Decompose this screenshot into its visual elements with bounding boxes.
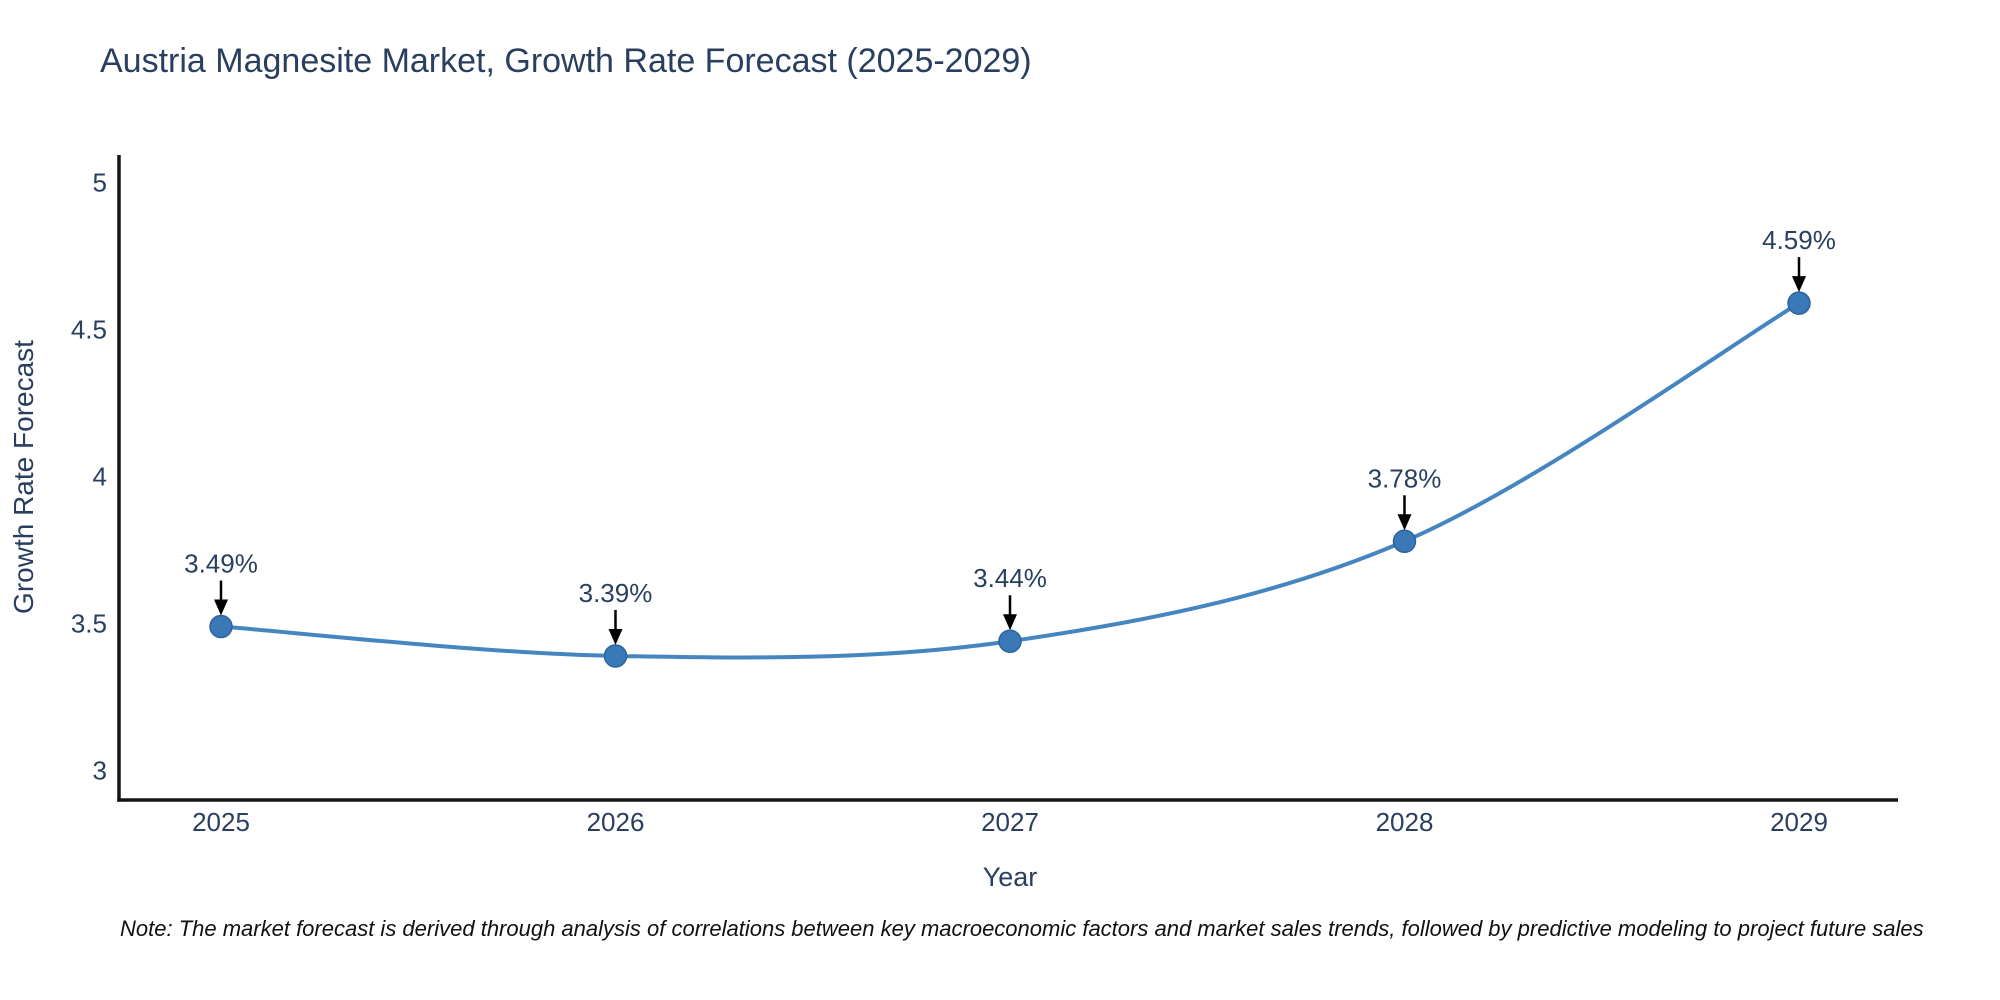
x-tick-label: 2027: [981, 807, 1039, 837]
annotation-arrowhead: [1792, 276, 1806, 293]
x-tick-label: 2029: [1770, 807, 1828, 837]
data-point-marker[interactable]: [1787, 291, 1811, 315]
y-axis-title: Growth Rate Forecast: [8, 340, 39, 614]
annotation-label: 3.44%: [973, 563, 1047, 593]
data-point-marker[interactable]: [1392, 529, 1417, 554]
y-tick-label: 3.5: [71, 609, 107, 639]
footnote: Note: The market forecast is derived thr…: [120, 916, 1924, 941]
x-axis-title: Year: [982, 862, 1038, 892]
y-tick-label: 4: [93, 462, 107, 492]
x-tick-label: 2025: [192, 807, 250, 837]
annotation-label: 4.59%: [1762, 225, 1836, 255]
annotation-label: 3.39%: [579, 578, 653, 608]
annotation-arrowhead: [1003, 614, 1017, 631]
y-tick-label: 4.5: [71, 315, 107, 345]
x-tick-label: 2026: [587, 807, 645, 837]
data-point-marker[interactable]: [209, 614, 233, 639]
y-tick-label: 5: [93, 168, 107, 198]
annotation-arrowhead: [608, 628, 623, 645]
annotation-arrowhead: [214, 599, 228, 616]
data-point-marker[interactable]: [603, 644, 628, 668]
data-point-marker[interactable]: [998, 629, 1022, 653]
annotation-arrowhead: [1397, 514, 1412, 531]
annotation-label: 3.78%: [1368, 463, 1442, 493]
x-tick-label: 2028: [1376, 807, 1434, 837]
chart-title: Austria Magnesite Market, Growth Rate Fo…: [100, 42, 1032, 80]
y-tick-label: 3: [93, 756, 107, 786]
annotation-label: 3.49%: [184, 549, 258, 579]
